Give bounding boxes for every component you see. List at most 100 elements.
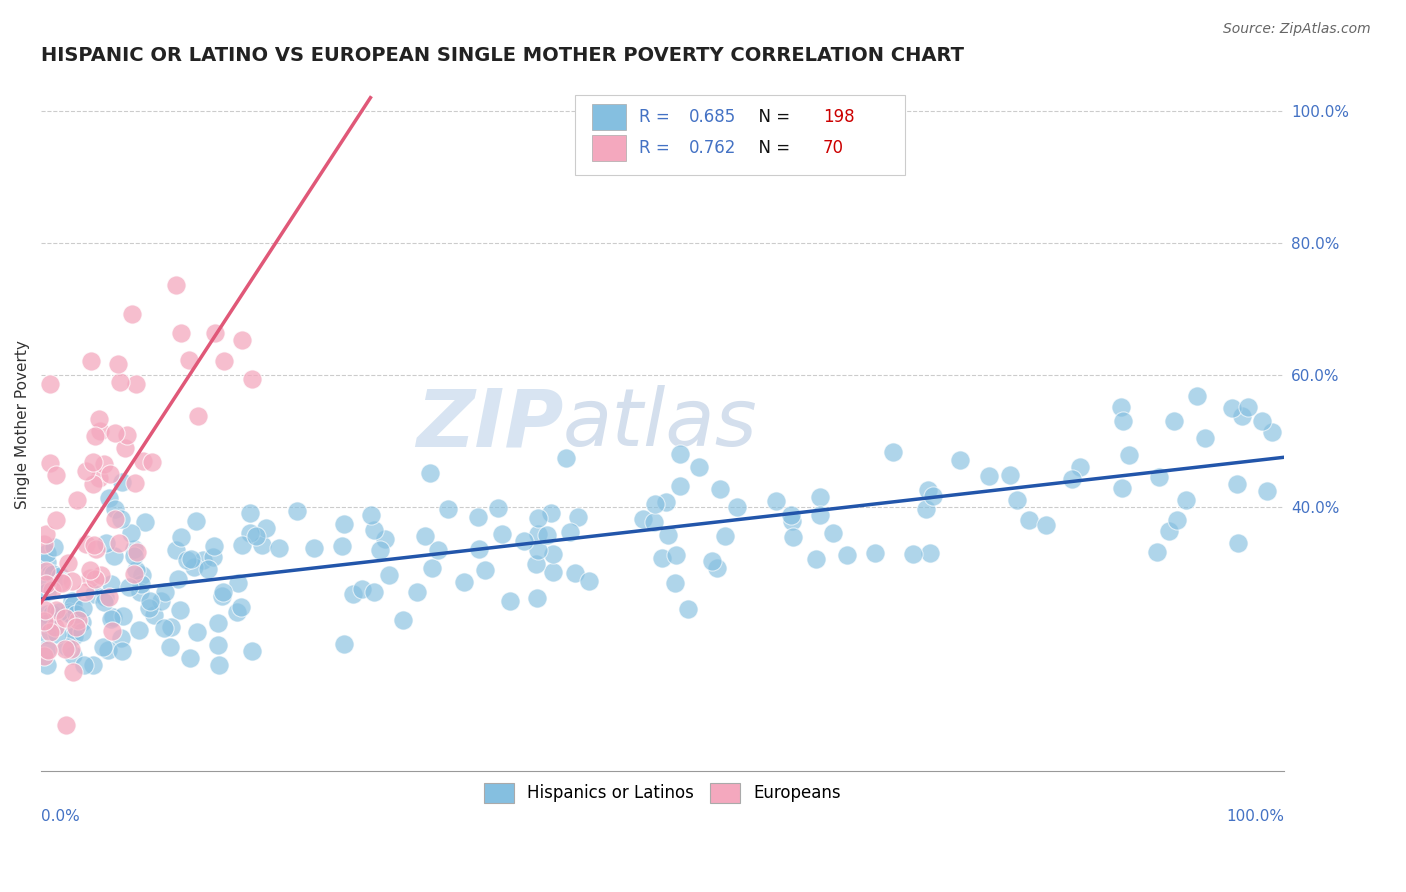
Point	[75, 585, 97, 599]
Point	[419, 466, 441, 480]
Point	[46, 627, 69, 641]
Point	[231, 333, 253, 347]
Point	[664, 575, 686, 590]
Point	[112, 609, 135, 624]
Point	[352, 582, 374, 596]
Point	[1185, 389, 1208, 403]
Point	[59, 607, 82, 622]
Point	[101, 609, 124, 624]
Point	[41, 607, 63, 621]
Point	[142, 607, 165, 622]
Point	[60, 594, 83, 608]
Point	[177, 352, 200, 367]
Point	[37, 546, 59, 560]
Point	[713, 528, 735, 542]
Point	[65, 493, 87, 508]
Point	[107, 357, 129, 371]
Point	[45, 513, 67, 527]
Point	[700, 554, 723, 568]
Point	[186, 625, 208, 640]
Point	[176, 552, 198, 566]
Point	[676, 601, 699, 615]
Point	[558, 525, 581, 540]
Point	[62, 599, 84, 613]
Point	[120, 525, 142, 540]
Point	[491, 527, 513, 541]
Point	[180, 552, 202, 566]
Point	[526, 591, 548, 605]
Point	[58, 605, 80, 619]
Text: N =: N =	[748, 108, 796, 126]
Point	[100, 576, 122, 591]
Point	[82, 658, 104, 673]
Point	[413, 529, 436, 543]
Point	[32, 614, 55, 628]
Point	[79, 571, 101, 585]
Point	[103, 425, 125, 440]
Text: 70: 70	[823, 139, 844, 157]
Point	[53, 642, 76, 657]
Point	[37, 658, 59, 673]
Point	[725, 500, 748, 514]
Point	[240, 644, 263, 658]
Point	[84, 572, 107, 586]
Point	[1018, 513, 1040, 527]
Point	[165, 278, 187, 293]
Point	[564, 566, 586, 580]
Point	[72, 601, 94, 615]
Point	[124, 377, 146, 392]
Point	[37, 578, 59, 592]
Point	[204, 326, 226, 340]
Point	[903, 547, 925, 561]
Point	[111, 475, 134, 490]
Point	[53, 611, 76, 625]
Point	[330, 539, 353, 553]
Text: Source: ZipAtlas.com: Source: ZipAtlas.com	[1223, 22, 1371, 37]
Point	[527, 527, 550, 541]
Text: ZIP: ZIP	[416, 385, 562, 463]
Point	[39, 456, 62, 470]
Point	[124, 566, 146, 581]
Point	[84, 541, 107, 556]
Point	[37, 555, 59, 569]
Point	[474, 563, 496, 577]
Point	[82, 455, 104, 469]
Point	[65, 620, 87, 634]
Point	[44, 603, 66, 617]
Point	[79, 354, 101, 368]
Point	[252, 538, 274, 552]
Point	[1226, 477, 1249, 491]
Point	[37, 584, 59, 599]
Point	[89, 424, 111, 438]
Point	[159, 640, 181, 655]
Y-axis label: Single Mother Poverty: Single Mother Poverty	[15, 340, 30, 508]
Point	[207, 638, 229, 652]
Point	[202, 549, 225, 564]
Point	[32, 649, 55, 664]
Point	[239, 506, 262, 520]
Point	[406, 585, 429, 599]
Point	[91, 640, 114, 655]
Point	[665, 548, 688, 562]
Point	[655, 495, 678, 509]
Point	[437, 502, 460, 516]
Point	[915, 501, 938, 516]
Point	[83, 429, 105, 443]
Point	[467, 510, 489, 524]
Point	[129, 585, 152, 599]
Point	[526, 557, 548, 571]
Point	[1147, 470, 1170, 484]
Point	[214, 353, 236, 368]
Point	[643, 515, 665, 529]
Point	[79, 563, 101, 577]
Point	[225, 606, 247, 620]
Point	[239, 525, 262, 540]
Point	[468, 541, 491, 556]
Point	[108, 536, 131, 550]
Legend: Hispanics or Latinos, Europeans: Hispanics or Latinos, Europeans	[475, 775, 849, 811]
Point	[34, 603, 56, 617]
Point	[62, 665, 84, 680]
Point	[37, 642, 59, 657]
Point	[808, 508, 831, 523]
Text: R =: R =	[638, 108, 675, 126]
